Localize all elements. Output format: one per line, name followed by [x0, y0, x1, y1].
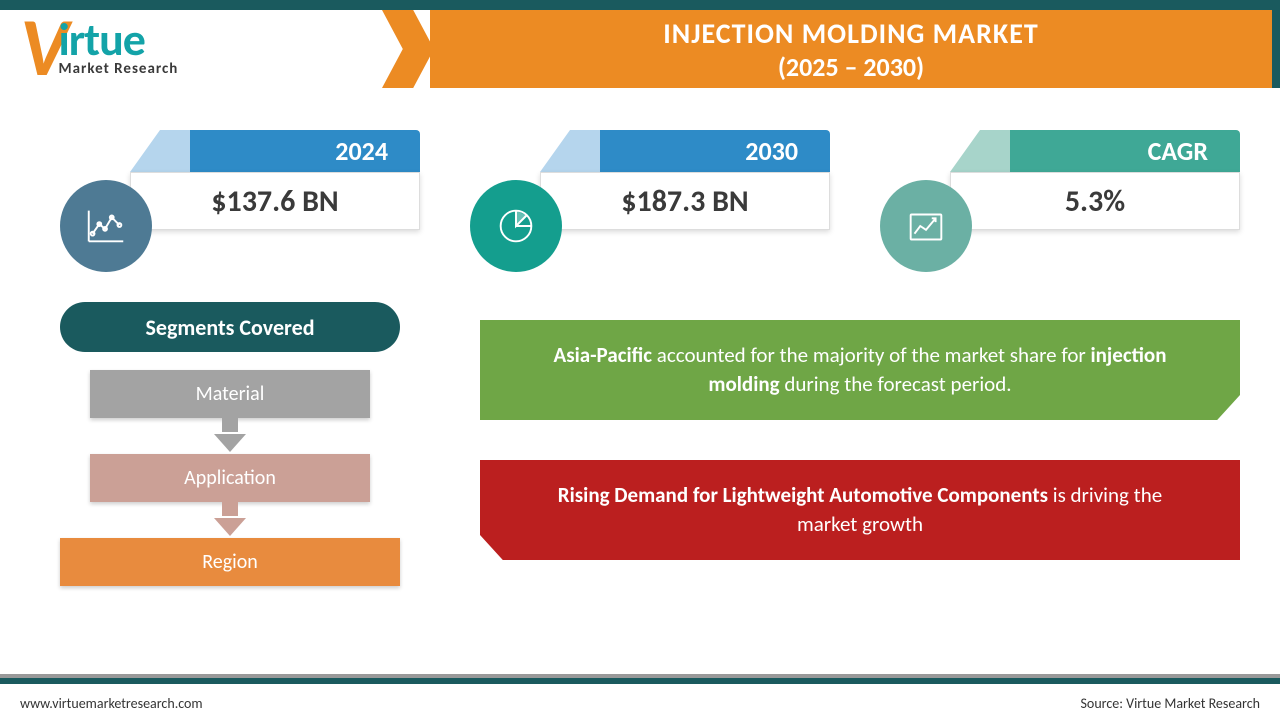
arrow-down-icon — [222, 500, 238, 516]
stat-value: $187.3 BN — [540, 172, 830, 230]
segment-material: Material — [90, 370, 370, 418]
segment-application: Application — [90, 454, 370, 502]
callout-driver-insight: Rising Demand for Lightweight Automotive… — [480, 460, 1240, 560]
callout-bold: Rising Demand for Lightweight Automotive… — [558, 482, 1048, 508]
segments-header: Segments Covered — [60, 302, 400, 352]
header-arrow-icon — [382, 10, 434, 88]
stats-row: 2024 $137.6 BN 2030 $187.3 BN CAGR 5.3% — [90, 130, 1240, 260]
segment-region: Region — [60, 538, 400, 586]
logo: V irtue Market Research — [20, 10, 360, 88]
logo-wordmark: irtue — [59, 20, 179, 61]
arrow-down-icon — [214, 518, 246, 536]
stat-card-2024: 2024 $137.6 BN — [90, 130, 420, 260]
segments-panel: Segments Covered Material Application Re… — [60, 302, 400, 586]
arrow-down-icon — [222, 416, 238, 432]
title-bar: INJECTION MOLDING MARKET (2025 – 2030) — [430, 10, 1280, 88]
stat-card-cagr: CAGR 5.3% — [910, 130, 1240, 260]
growth-chart-icon — [880, 180, 972, 272]
stat-label: CAGR — [980, 130, 1240, 172]
footer-divider — [0, 678, 1280, 684]
stat-value: $137.6 BN — [130, 172, 420, 230]
callout-region-insight: Asia-Pacific accounted for the majority … — [480, 320, 1240, 420]
page-title: INJECTION MOLDING MARKET — [663, 16, 1038, 51]
stat-value: 5.3% — [950, 172, 1240, 230]
line-chart-icon — [60, 180, 152, 272]
logo-mark: V — [20, 20, 63, 77]
footer-source: Source: Virtue Market Research — [1081, 695, 1261, 712]
stat-label: 2030 — [570, 130, 830, 172]
footer-url: www.virtuemarketresearch.com — [20, 695, 203, 712]
callout-text: during the forecast period. — [780, 371, 1012, 397]
callout-text: accounted for the majority of the market… — [652, 342, 1090, 368]
stat-card-2030: 2030 $187.3 BN — [500, 130, 830, 260]
callout-bold: Asia-Pacific — [554, 342, 653, 368]
pie-chart-icon — [470, 180, 562, 272]
arrow-down-icon — [214, 434, 246, 452]
logo-subtitle: Market Research — [59, 60, 179, 78]
top-accent-bar — [0, 0, 1280, 10]
stat-label: 2024 — [160, 130, 420, 172]
page-title-years: (2025 – 2030) — [778, 51, 924, 83]
header: V irtue Market Research INJECTION MOLDIN… — [0, 10, 1280, 90]
